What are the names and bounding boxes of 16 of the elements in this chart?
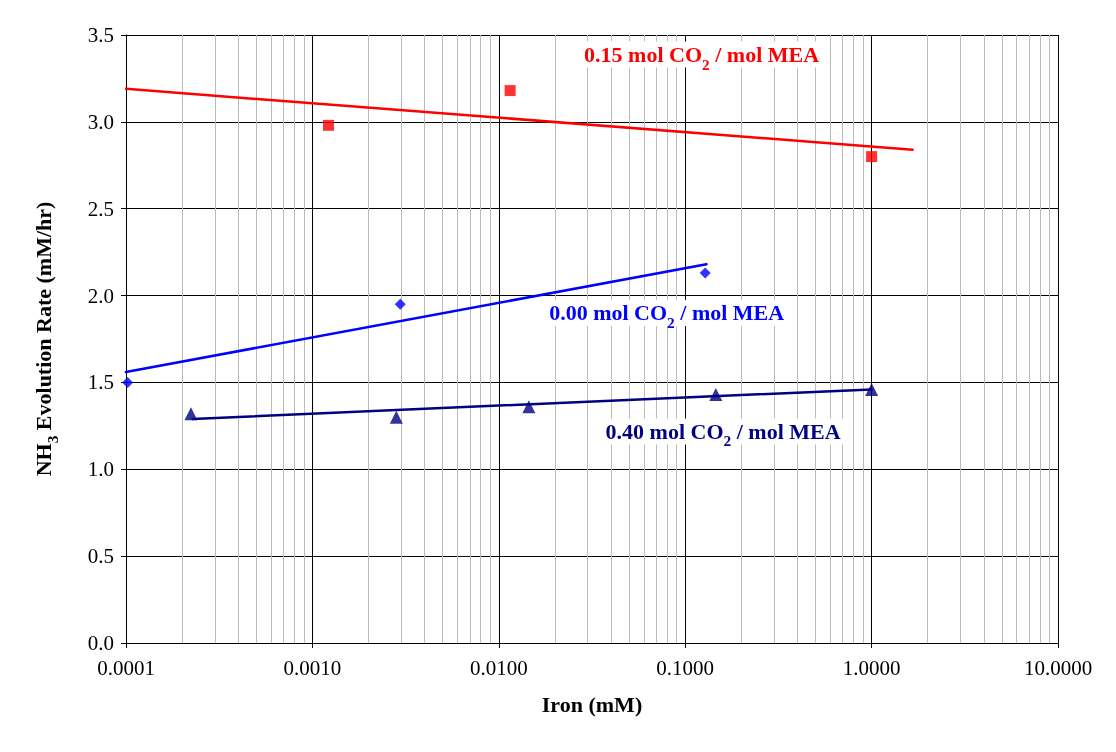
y-tick-label: 1.5 (87, 370, 114, 395)
y-axis-title: NH3 Evolution Rate (mM/hr) (30, 201, 61, 477)
x-tick-label: 0.0100 (469, 655, 528, 680)
y-tick-label: 2.5 (87, 196, 114, 221)
y-tick-label: 1.0 (87, 457, 114, 482)
x-tick-label: 0.1000 (656, 655, 715, 680)
y-tick-label: 2.0 (87, 283, 114, 308)
y-tick-label: 3.0 (87, 109, 114, 134)
x-tick-label: 0.0001 (97, 655, 155, 680)
x-tick-label: 1.0000 (842, 655, 901, 680)
y-tick-label: 0.0 (87, 631, 114, 655)
y-tick-label: 3.5 (87, 23, 114, 47)
x-axis-title: Iron (mM) (541, 691, 643, 717)
x-tick-label: 10.0000 (1023, 655, 1093, 680)
y-tick-label: 0.5 (87, 544, 114, 569)
x-tick-label: 0.0010 (283, 655, 342, 680)
